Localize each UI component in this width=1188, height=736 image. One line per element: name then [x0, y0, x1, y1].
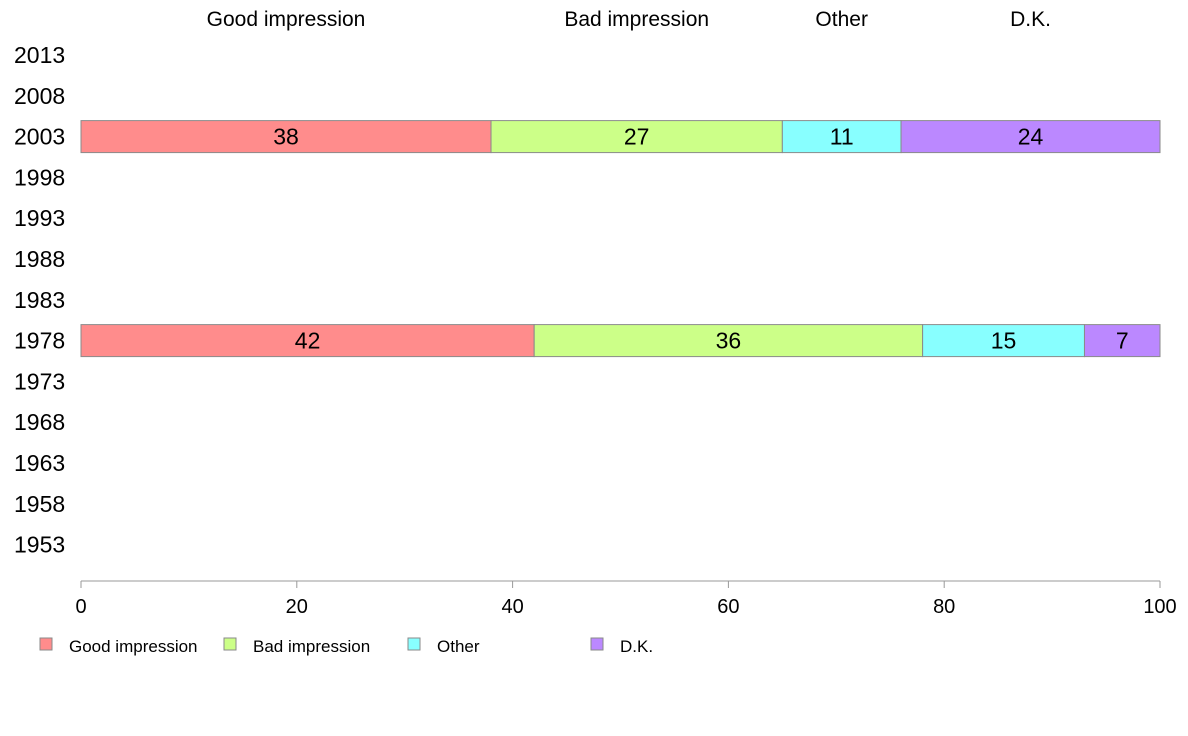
bar-1978-other [922, 324, 1085, 358]
bar-1978-d-k [1083, 324, 1161, 358]
bars: 38 27 11 24 42 36 15 7 [80, 120, 1161, 358]
y-label-1988: 1988 [14, 246, 65, 272]
bar-1978-bad-impression [533, 324, 924, 358]
bar-2003-d-k [900, 120, 1161, 154]
bar-1978-good-impression [80, 324, 535, 358]
x-tick-label-20: 20 [286, 596, 308, 618]
data-label-1978-other: 15 [991, 328, 1017, 354]
top-label-bad-impression: Bad impression [564, 8, 709, 31]
legend-label-good-impression: Good impression [69, 637, 198, 656]
legend-swatch-bad-impression [223, 637, 237, 651]
y-label-2003: 2003 [14, 124, 65, 150]
data-label-2003-d-k: 24 [1018, 124, 1044, 150]
legend: Good impression Bad impression Other D.K. [39, 637, 653, 656]
legend-label-other: Other [437, 637, 480, 656]
top-label-d-k: D.K. [1010, 8, 1051, 31]
legend-swatch-other [407, 637, 421, 651]
y-label-1978: 1978 [14, 328, 65, 354]
x-axis: 0 20 40 60 80 100 [75, 580, 1177, 618]
y-label-1983: 1983 [14, 287, 65, 313]
bar-2003-good-impression [80, 120, 492, 154]
legend-label-d-k: D.K. [620, 637, 653, 656]
top-label-good-impression: Good impression [207, 8, 366, 31]
y-label-1963: 1963 [14, 450, 65, 476]
legend-label-bad-impression: Bad impression [253, 637, 370, 656]
data-label-1978-good-impression: 42 [295, 328, 321, 354]
data-label-2003-other: 11 [830, 124, 854, 150]
legend-swatch-d-k [590, 637, 604, 651]
data-label-2003-good-impression: 38 [273, 124, 299, 150]
x-tick-label-0: 0 [75, 596, 86, 618]
y-label-1953: 1953 [14, 532, 65, 558]
y-label-1993: 1993 [14, 205, 65, 231]
y-label-2013: 2013 [14, 42, 65, 68]
top-label-other: Other [815, 8, 868, 31]
y-label-1973: 1973 [14, 368, 65, 394]
x-tick-label-100: 100 [1143, 596, 1176, 618]
x-tick-label-60: 60 [717, 596, 739, 618]
y-label-1958: 1958 [14, 491, 65, 517]
y-label-2008: 2008 [14, 83, 65, 109]
data-label-1978-d-k: 7 [1116, 328, 1129, 354]
y-axis-labels: 2013 2008 2003 1998 1993 1988 1983 1978 1973 1968… [14, 42, 65, 558]
x-tick-label-80: 80 [933, 596, 955, 618]
data-label-2003-bad-impression: 27 [624, 124, 650, 150]
data-label-1978-bad-impression: 36 [716, 328, 742, 354]
bar-2003-other [781, 120, 902, 154]
y-label-1998: 1998 [14, 164, 65, 190]
y-label-1968: 1968 [14, 409, 65, 435]
legend-swatch-good-impression [39, 637, 53, 651]
bar-2003-bad-impression [490, 120, 783, 154]
x-tick-label-40: 40 [501, 596, 523, 618]
top-labels: Good impression Bad impression Other D.K. [207, 8, 1051, 31]
